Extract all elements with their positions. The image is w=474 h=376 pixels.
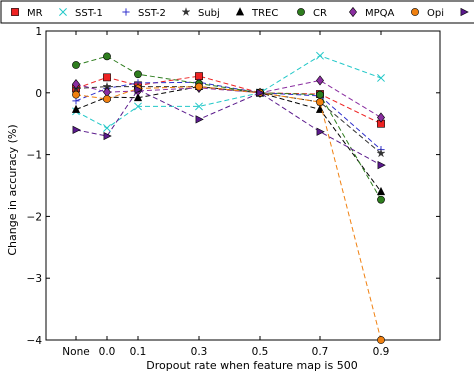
data-point-cr	[377, 195, 385, 204]
data-point-mr	[195, 72, 203, 81]
data-point-trec	[376, 186, 386, 196]
data-point-sst-1	[316, 51, 324, 60]
x-tick-label: None	[62, 346, 89, 358]
x-tick-label: 0.1	[130, 346, 147, 358]
data-point-sst-1	[103, 124, 111, 132]
y-tick-label: −4	[27, 335, 43, 347]
legend-label-sst-1: SST-1	[75, 8, 103, 19]
data-point-irony	[195, 115, 204, 124]
data-point-sst-1	[195, 102, 203, 111]
legend-frame	[0, 0, 474, 24]
y-tick-label: 0	[35, 88, 42, 100]
y-tick-label: −1	[27, 150, 42, 162]
data-point-trec	[133, 92, 143, 102]
data-point-cr	[103, 52, 111, 61]
data-point-mr	[103, 73, 111, 82]
data-point-irony	[72, 125, 81, 134]
y-tick-label: −2	[27, 211, 42, 223]
data-point-opi	[377, 336, 385, 344]
data-point-irony	[377, 161, 386, 170]
legend-label-cr: CR	[313, 8, 327, 19]
legend-marker-opi	[411, 8, 419, 16]
data-point-trec	[315, 104, 325, 113]
data-point-trec	[71, 104, 81, 113]
legend-marker-sst-2	[122, 8, 130, 16]
x-tick-label: 0.3	[191, 346, 208, 358]
data-point-mpqa	[316, 75, 324, 86]
data-point-irony	[256, 88, 265, 97]
axes-frame	[45, 30, 441, 341]
x-axis-label: Dropout rate when feature map is 500	[146, 359, 357, 372]
x-tick-label: 0.7	[312, 346, 329, 358]
data-point-irony	[316, 127, 325, 136]
legend-label-mr: MR	[27, 8, 43, 19]
series-line-opi	[75, 86, 382, 341]
series-line-sst-2	[75, 81, 382, 151]
data-point-sst-1	[134, 102, 142, 111]
x-tick-label: 0.5	[252, 346, 269, 358]
legend-marker-cr	[297, 8, 305, 16]
legend-marker-sst-1	[59, 8, 67, 16]
data-point-cr	[134, 70, 142, 79]
data-point-irony	[134, 85, 143, 94]
legend-label-opi: Opi	[427, 8, 444, 19]
legend-marker-irony	[460, 7, 469, 17]
y-tick-label: 1	[35, 26, 42, 38]
data-point-opi	[316, 98, 324, 106]
plot-area: 1 0 −1 −2 −3 −4 None 0.0 0.1 0.3 0.5 0.7 0.9	[27, 26, 441, 358]
data-point-mpqa	[377, 112, 385, 123]
y-tick-label: −3	[27, 273, 42, 285]
data-point-irony	[103, 131, 112, 141]
series-line-trec	[75, 86, 382, 192]
data-point-sst-1	[377, 74, 385, 82]
x-tick-label: 0.9	[373, 346, 390, 358]
legend-label-trec: TREC	[251, 8, 278, 19]
legend-label-mpqa: MPQA	[365, 8, 395, 19]
data-point-mpqa	[72, 79, 80, 90]
data-point-cr	[316, 90, 324, 99]
series-line-sst-1	[75, 55, 382, 129]
legend-marker-mr	[11, 8, 19, 16]
legend-marker-trec	[235, 7, 245, 16]
data-point-subj	[376, 148, 386, 158]
legend-label-sst-2: SST-2	[138, 8, 166, 19]
legend-label-subj: Subj	[198, 8, 220, 19]
legend-marker-mpqa	[349, 6, 357, 18]
legend-marker-subj	[181, 7, 191, 16]
y-axis-label: Change in accuracy (%)	[6, 124, 19, 255]
x-tick-label: 0.0	[99, 346, 116, 358]
data-point-opi	[195, 82, 203, 91]
data-point-cr	[72, 61, 80, 69]
series-line-cr	[75, 55, 382, 200]
data-point-opi	[103, 95, 111, 103]
data-point-opi	[72, 90, 80, 99]
